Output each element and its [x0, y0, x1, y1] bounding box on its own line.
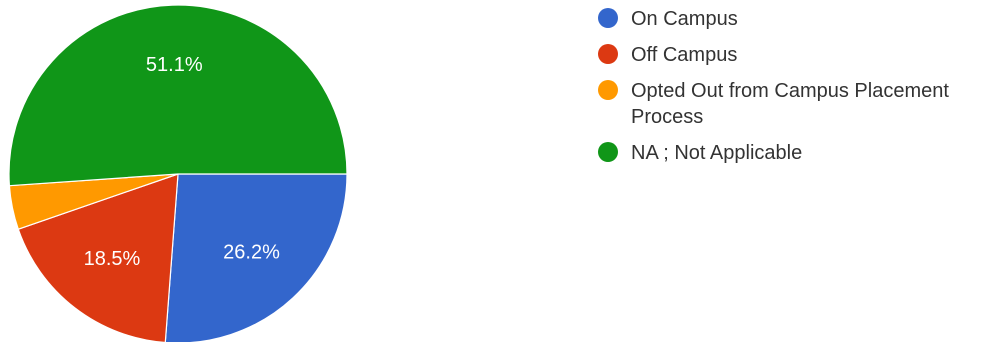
legend-swatch-icon	[598, 44, 618, 64]
legend-item-off-campus: Off Campus	[598, 42, 998, 68]
legend-item-opted-out: Opted Out from Campus Placement Process	[598, 78, 998, 130]
legend-swatch-icon	[598, 8, 618, 28]
pie-slice-not-applicable	[8, 4, 348, 187]
legend-item-on-campus: On Campus	[598, 6, 998, 32]
legend-label: Off Campus	[631, 44, 738, 66]
legend-label: NA ; Not Applicable	[631, 142, 803, 164]
legend-label: On Campus	[631, 8, 738, 30]
legend: On Campus Off Campus Opted Out from Camp…	[598, 6, 998, 176]
slice-label-on-campus: 26.2%	[223, 242, 280, 264]
slice-label-off-campus: 18.5%	[84, 248, 141, 270]
legend-swatch-icon	[598, 142, 618, 162]
legend-swatch-icon	[598, 80, 618, 100]
legend-label: Opted Out from Campus Placement Process	[631, 80, 949, 128]
slice-label-not-applicable: 51.1%	[146, 54, 203, 76]
legend-item-not-applicable: NA ; Not Applicable	[598, 140, 998, 166]
